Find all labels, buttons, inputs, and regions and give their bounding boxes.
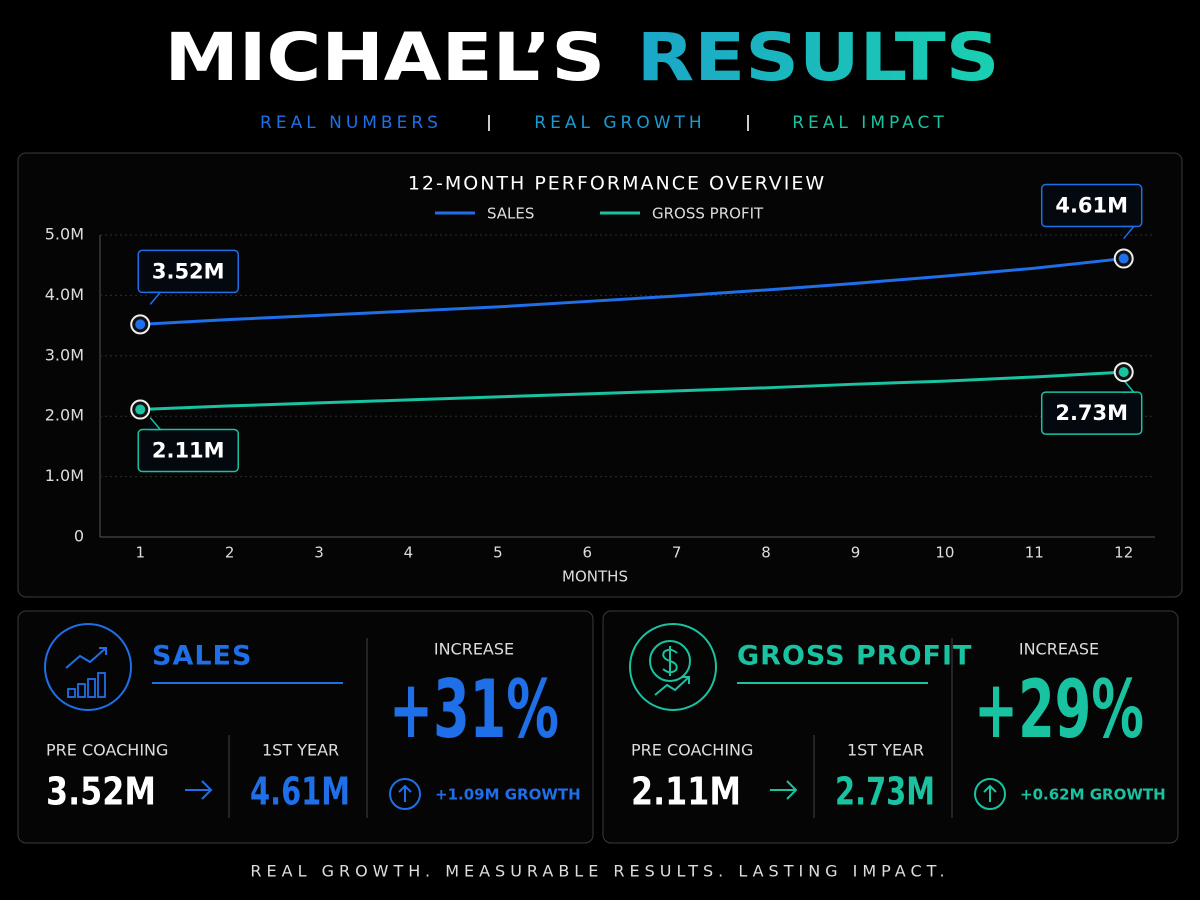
callout-box: [137, 428, 239, 473]
stat-card: SALES PRE COACHING 3.52M 1ST YEAR 4.61M INCRE…: [17, 610, 594, 844]
growth-text: +0.62M GROWTH: [1020, 786, 1166, 804]
chart-title: 12-MONTH PERFORMANCE OVERVIEW: [408, 173, 826, 195]
card-icon-ring: [629, 623, 717, 711]
callout-box: [1040, 183, 1143, 228]
callout-pointer: [148, 417, 162, 431]
title-part: MICHAEL’S: [165, 19, 606, 96]
icon-bar: [77, 683, 86, 698]
growth-arrow: [983, 784, 997, 802]
legend-label: SALES: [487, 205, 534, 223]
subtitle: REAL NUMBERS: [260, 113, 442, 133]
year-label: 1ST YEAR: [847, 741, 924, 760]
icon-coin: [649, 640, 691, 682]
year-value: 2.73M: [835, 770, 935, 814]
callout-pointer: [1121, 225, 1136, 240]
title-part: RESULTS: [637, 19, 1000, 96]
year-label: 1ST YEAR: [262, 741, 339, 760]
x-tick-label: 8: [761, 544, 771, 562]
x-tick-label: 12: [1114, 544, 1133, 562]
pre-value: 3.52M: [46, 770, 156, 814]
year-value: 4.61M: [250, 770, 350, 814]
callout-pointer: [148, 291, 162, 305]
legend-label: GROSS PROFIT: [652, 205, 764, 223]
pre-value: 2.11M: [631, 770, 741, 814]
y-tick-label: 2.0M: [45, 406, 84, 425]
callout-pointer: [1121, 379, 1136, 393]
data-label: 2.11M: [152, 439, 225, 463]
series-line: [140, 257, 1124, 326]
x-tick-label: 2: [225, 544, 235, 562]
callout-box: [1040, 391, 1143, 435]
icon-arrow: [65, 647, 107, 669]
icon-dollar: [662, 646, 678, 676]
chart-panel: [17, 152, 1183, 598]
x-tick-label: 9: [851, 544, 861, 562]
growth-arrow: [398, 784, 412, 802]
increase-label: INCREASE: [434, 640, 514, 659]
data-point: [1118, 253, 1129, 264]
icon-arrow: [654, 676, 690, 696]
pre-label: PRE COACHING: [631, 741, 753, 760]
card-icon-ring: [44, 623, 132, 711]
subtitle: REAL IMPACT: [792, 113, 948, 133]
data-label: 3.52M: [152, 259, 225, 283]
x-tick-label: 3: [314, 544, 324, 562]
data-label: 4.61M: [1055, 194, 1128, 218]
x-axis-label: MONTHS: [562, 568, 628, 586]
arrow-right: [185, 780, 213, 800]
y-tick-label: 1.0M: [45, 466, 84, 485]
card-frame: [602, 610, 1179, 844]
callout-box: [137, 249, 239, 294]
card-frame: [17, 610, 594, 844]
pre-label: PRE COACHING: [46, 741, 168, 760]
x-tick-label: 1: [135, 544, 145, 562]
data-point: [135, 319, 146, 330]
increase-value: +29%: [974, 663, 1144, 756]
x-tick-label: 4: [404, 544, 414, 562]
y-tick-label: 3.0M: [45, 345, 84, 364]
icon-bar: [87, 678, 96, 698]
y-tick-label: 4.0M: [45, 285, 84, 304]
growth-icon: [389, 778, 421, 810]
growth-icon: [974, 778, 1006, 810]
x-tick-label: 7: [672, 544, 682, 562]
card-title: SALES: [152, 641, 252, 672]
x-tick-label: 11: [1025, 544, 1044, 562]
growth-text: +1.09M GROWTH: [435, 786, 581, 804]
increase-label: INCREASE: [1019, 640, 1099, 659]
increase-value: +31%: [389, 663, 559, 756]
x-tick-label: 5: [493, 544, 503, 562]
stat-card: GROSS PROFIT PRE COACHING 2.11M 1ST YEAR 2.7…: [602, 610, 1179, 844]
y-tick-label: 5.0M: [45, 225, 84, 244]
footer: REAL GROWTH. MEASURABLE RESULTS. LASTING…: [250, 862, 949, 881]
x-tick-label: 10: [935, 544, 954, 562]
arrow-right: [770, 780, 798, 800]
data-point: [135, 404, 146, 415]
icon-bar: [67, 688, 76, 698]
card-title: GROSS PROFIT: [737, 641, 972, 672]
data-point: [1118, 367, 1129, 378]
icon-bar: [97, 672, 106, 698]
subtitle: REAL GROWTH: [534, 113, 705, 133]
series-line: [140, 370, 1124, 412]
data-label: 2.73M: [1055, 401, 1128, 425]
x-tick-label: 6: [582, 544, 592, 562]
y-tick-label: 0: [74, 527, 84, 546]
title: MICHAEL’S RESULTS: [165, 19, 1000, 96]
